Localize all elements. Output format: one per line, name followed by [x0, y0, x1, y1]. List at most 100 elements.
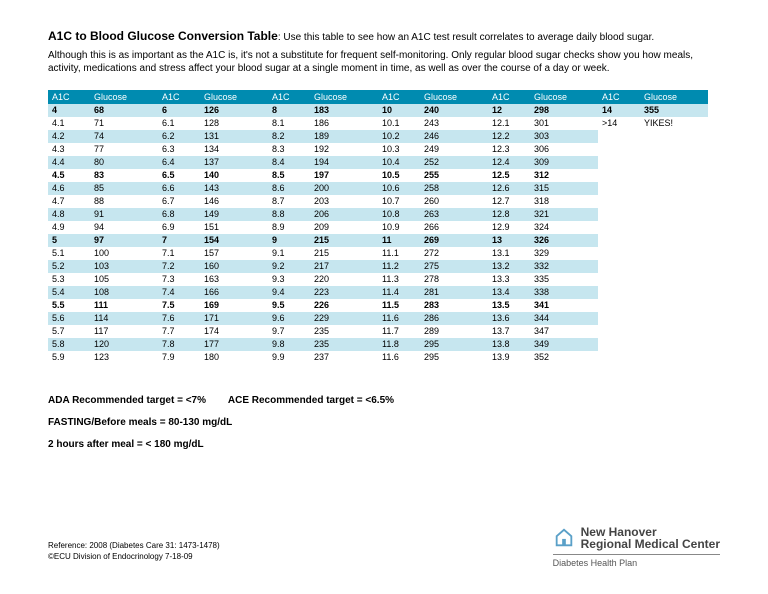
- cell-glucose: [640, 312, 708, 325]
- cell-glucose: 215: [310, 247, 378, 260]
- cell-glucose: 68: [90, 104, 158, 117]
- cell-a1c: 11.6: [378, 351, 420, 364]
- cell-glucose: [640, 182, 708, 195]
- cell-glucose: 94: [90, 221, 158, 234]
- title-block: A1C to Blood Glucose Conversion Table: U…: [48, 28, 720, 45]
- cell-a1c: [598, 351, 640, 364]
- cell-a1c: [598, 247, 640, 260]
- reference-line-2: ©ECU Division of Endocrinology 7-18-09: [48, 552, 220, 562]
- table-row: 5.31057.31639.322011.327813.3335: [48, 273, 708, 286]
- cell-a1c: 4.2: [48, 130, 90, 143]
- cell-glucose: [640, 195, 708, 208]
- cell-a1c: 12.3: [488, 143, 530, 156]
- cell-glucose: 146: [200, 195, 268, 208]
- title-bold: A1C to Blood Glucose Conversion Table: [48, 29, 278, 43]
- table-row: 4.4806.41378.419410.425212.4309: [48, 156, 708, 169]
- table-row: 4.3776.31348.319210.324912.3306: [48, 143, 708, 156]
- col-header-glucose: Glucose: [90, 90, 158, 104]
- cell-a1c: 8.7: [268, 195, 310, 208]
- cell-glucose: 344: [530, 312, 598, 325]
- conversion-table: A1CGlucoseA1CGlucoseA1CGlucoseA1CGlucose…: [48, 90, 708, 364]
- cell-a1c: 4.1: [48, 117, 90, 130]
- cell-a1c: 13.8: [488, 338, 530, 351]
- notes-line-1: ADA Recommended target = <7% ACE Recomme…: [48, 390, 720, 412]
- col-header-a1c: A1C: [378, 90, 420, 104]
- table-row: 46861268183102401229814355: [48, 104, 708, 117]
- cell-a1c: 9.8: [268, 338, 310, 351]
- table-row: 5.41087.41669.422311.428113.4338: [48, 286, 708, 299]
- cell-glucose: [640, 260, 708, 273]
- cell-glucose: 163: [200, 273, 268, 286]
- cell-a1c: 11.1: [378, 247, 420, 260]
- cell-a1c: 8: [268, 104, 310, 117]
- cell-a1c: 4.8: [48, 208, 90, 221]
- cell-a1c: 7.1: [158, 247, 200, 260]
- cell-a1c: 13.6: [488, 312, 530, 325]
- cell-glucose: 272: [420, 247, 488, 260]
- cell-glucose: 335: [530, 273, 598, 286]
- cell-glucose: 249: [420, 143, 488, 156]
- cell-a1c: 8.9: [268, 221, 310, 234]
- cell-glucose: 134: [200, 143, 268, 156]
- ace-target: ACE Recommended target = <6.5%: [228, 395, 394, 406]
- cell-glucose: 180: [200, 351, 268, 364]
- cell-a1c: 14: [598, 104, 640, 117]
- cell-a1c: 4.5: [48, 169, 90, 182]
- cell-a1c: 4.6: [48, 182, 90, 195]
- cell-a1c: 4.3: [48, 143, 90, 156]
- cell-a1c: 9.5: [268, 299, 310, 312]
- cell-glucose: 226: [310, 299, 378, 312]
- subtitle: Although this is as important as the A1C…: [48, 49, 720, 76]
- cell-glucose: 263: [420, 208, 488, 221]
- cell-a1c: 12.8: [488, 208, 530, 221]
- cell-a1c: 5.5: [48, 299, 90, 312]
- cell-glucose: 281: [420, 286, 488, 299]
- cell-glucose: [640, 325, 708, 338]
- cell-a1c: 8.5: [268, 169, 310, 182]
- table-row: 5.71177.71749.723511.728913.7347: [48, 325, 708, 338]
- cell-a1c: 7.9: [158, 351, 200, 364]
- cell-a1c: 8.2: [268, 130, 310, 143]
- cell-a1c: [598, 156, 640, 169]
- cell-a1c: 10.4: [378, 156, 420, 169]
- cell-a1c: 9.9: [268, 351, 310, 364]
- cell-glucose: 258: [420, 182, 488, 195]
- cell-a1c: [598, 338, 640, 351]
- cell-a1c: [598, 169, 640, 182]
- col-header-a1c: A1C: [158, 90, 200, 104]
- cell-glucose: [640, 286, 708, 299]
- cell-glucose: 278: [420, 273, 488, 286]
- table-row: 597715492151126913326: [48, 234, 708, 247]
- cell-glucose: 341: [530, 299, 598, 312]
- reference-block: Reference: 2008 (Diabetes Care 31: 1473-…: [48, 541, 220, 562]
- cell-glucose: 83: [90, 169, 158, 182]
- cell-a1c: 5.7: [48, 325, 90, 338]
- cell-glucose: 123: [90, 351, 158, 364]
- cell-a1c: 12.4: [488, 156, 530, 169]
- cell-glucose: 197: [310, 169, 378, 182]
- cell-a1c: 13.4: [488, 286, 530, 299]
- cell-glucose: 128: [200, 117, 268, 130]
- cell-a1c: 8.3: [268, 143, 310, 156]
- cell-glucose: 177: [200, 338, 268, 351]
- cell-glucose: 215: [310, 234, 378, 247]
- cell-glucose: 126: [200, 104, 268, 117]
- cell-glucose: [640, 143, 708, 156]
- col-header-glucose: Glucose: [310, 90, 378, 104]
- cell-a1c: 11.5: [378, 299, 420, 312]
- cell-a1c: [598, 299, 640, 312]
- cell-glucose: 295: [420, 351, 488, 364]
- table-row: 4.6856.61438.620010.625812.6315: [48, 182, 708, 195]
- cell-glucose: 100: [90, 247, 158, 260]
- cell-a1c: 7: [158, 234, 200, 247]
- cell-glucose: 321: [530, 208, 598, 221]
- cell-glucose: 209: [310, 221, 378, 234]
- cell-glucose: 240: [420, 104, 488, 117]
- cell-glucose: 318: [530, 195, 598, 208]
- cell-glucose: 117: [90, 325, 158, 338]
- cell-a1c: 10.2: [378, 130, 420, 143]
- cell-a1c: 7.8: [158, 338, 200, 351]
- cell-glucose: 203: [310, 195, 378, 208]
- cell-glucose: 103: [90, 260, 158, 273]
- cell-glucose: 217: [310, 260, 378, 273]
